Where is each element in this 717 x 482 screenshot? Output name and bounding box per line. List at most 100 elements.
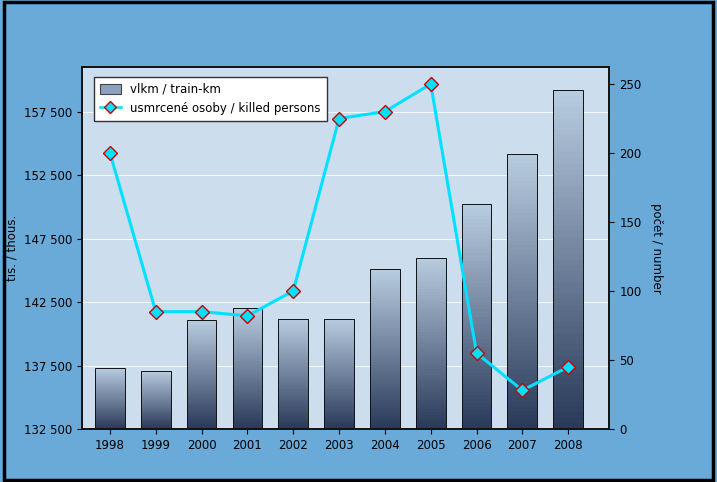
Bar [462,376,491,380]
Bar [554,254,583,260]
Bar [554,243,583,248]
Bar [278,368,308,370]
Bar [141,396,171,397]
Bar [370,296,400,298]
Bar [462,246,491,249]
Bar [370,352,400,354]
Bar [278,357,308,359]
Bar [232,345,262,347]
Bar [370,349,400,352]
Bar [324,366,354,368]
Bar [278,324,308,326]
Bar [232,421,262,423]
Bar [141,392,171,393]
Bar [370,301,400,304]
Bar [141,385,171,386]
Bar [324,350,354,352]
Bar [95,392,125,393]
Bar [416,340,446,343]
Bar [232,321,262,322]
Bar [278,374,308,375]
Bar [370,274,400,277]
Bar [95,382,125,383]
Bar [554,423,583,429]
Bar [141,403,171,404]
Bar [141,371,171,372]
Bar [462,283,491,287]
Bar [232,322,262,324]
Bar [554,186,583,192]
Bar [462,249,491,253]
Bar [141,387,171,388]
Bar [278,418,308,420]
Bar [508,369,537,374]
Bar [324,337,354,339]
Bar [324,359,354,361]
Bar [95,380,125,381]
Bar [95,388,125,389]
Bar [508,273,537,278]
Bar [95,425,125,426]
Legend: vlkm / train-km, usmrcené osoby / killed persons: vlkm / train-km, usmrcené osoby / killed… [94,77,327,120]
Bar [370,293,400,296]
Bar [232,383,262,385]
Bar [508,323,537,328]
Bar [508,305,537,310]
Bar [324,368,354,370]
Bar [462,234,491,238]
Bar [232,425,262,427]
Bar [508,356,537,360]
Bar [416,298,446,301]
Bar [554,164,583,169]
Bar [232,347,262,348]
Bar [232,365,262,367]
Bar [462,384,491,388]
Bar [232,419,262,421]
Bar [141,425,171,426]
Bar [186,394,217,396]
Bar [370,333,400,336]
Bar [462,343,491,347]
Bar [370,368,400,370]
Bar [462,306,491,309]
Bar [324,402,354,403]
Bar [95,370,125,371]
Bar [141,405,171,406]
Bar [95,369,125,370]
Bar [554,412,583,418]
Bar [324,335,354,337]
Bar [324,377,354,379]
Bar [462,242,491,246]
Bar [95,412,125,413]
Bar [554,361,583,367]
Bar [141,411,171,412]
Bar [324,334,354,335]
Bar [232,385,262,387]
Bar [95,427,125,428]
Bar [508,186,537,190]
Bar [554,181,583,186]
Bar [141,386,171,387]
Bar [370,298,400,301]
Bar [462,388,491,391]
Bar [278,344,308,346]
Bar [508,342,537,347]
Bar [508,209,537,214]
Bar [324,322,354,324]
Bar [508,397,537,402]
Bar [416,383,446,386]
Bar [416,420,446,423]
Bar [554,203,583,209]
Bar [554,113,583,119]
Bar [141,381,171,382]
Bar [416,338,446,340]
Bar [416,289,446,292]
Bar [278,383,308,385]
Bar [186,415,217,416]
Bar [141,408,171,409]
Bar [370,354,400,357]
Bar [324,400,354,402]
Bar [370,400,400,402]
Bar [141,406,171,407]
Bar [141,371,171,429]
